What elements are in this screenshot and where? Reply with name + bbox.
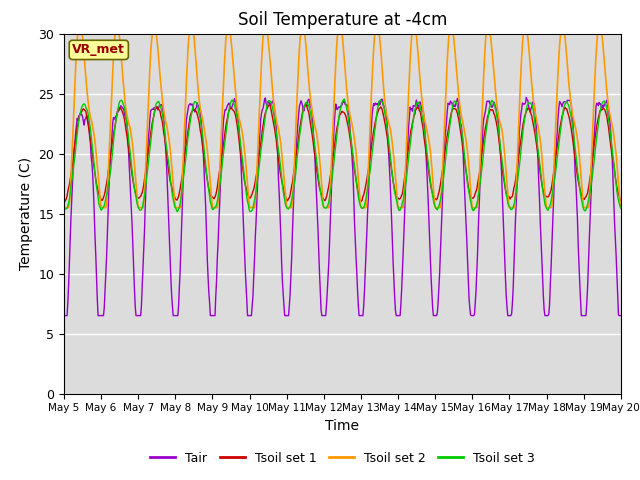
Tsoil set 1	[412, 107, 419, 113]
Tsoil set 2	[185, 36, 193, 42]
Line: Tair: Tair	[64, 97, 621, 316]
Tsoil set 3	[70, 160, 78, 166]
Line: Tsoil set 3: Tsoil set 3	[64, 99, 621, 212]
Line: Tsoil set 1: Tsoil set 1	[64, 105, 621, 202]
Tsoil set 2	[428, 156, 435, 162]
Tsoil set 3	[127, 162, 135, 168]
Tsoil set 1	[70, 147, 78, 153]
X-axis label: Time: Time	[325, 419, 360, 433]
Tsoil set 1	[127, 167, 135, 173]
Tsoil set 3	[246, 209, 253, 215]
Tsoil set 3	[184, 135, 192, 141]
Y-axis label: Temperature (C): Temperature (C)	[19, 157, 33, 270]
Tsoil set 1	[617, 197, 625, 203]
Tair	[60, 313, 68, 319]
Tsoil set 2	[74, 31, 82, 36]
Tsoil set 3	[214, 198, 221, 204]
Tsoil set 1	[60, 199, 68, 204]
Tair	[184, 108, 192, 114]
Tair	[214, 255, 221, 261]
Tsoil set 3	[617, 205, 625, 211]
Tsoil set 1	[302, 102, 310, 108]
Tsoil set 2	[70, 102, 78, 108]
Tsoil set 2	[411, 31, 419, 36]
Tsoil set 3	[428, 187, 436, 193]
Tsoil set 2	[128, 138, 136, 144]
Tair	[522, 95, 530, 100]
Tsoil set 3	[412, 105, 419, 110]
Tsoil set 1	[214, 184, 221, 190]
Tsoil set 1	[428, 188, 436, 194]
Tair	[410, 103, 418, 109]
Tair	[70, 148, 78, 154]
Line: Tsoil set 2: Tsoil set 2	[64, 34, 621, 207]
Tsoil set 3	[340, 96, 348, 102]
Tsoil set 2	[60, 204, 68, 210]
Legend: Tair, Tsoil set 1, Tsoil set 2, Tsoil set 3: Tair, Tsoil set 1, Tsoil set 2, Tsoil se…	[145, 447, 540, 469]
Tair	[426, 258, 434, 264]
Tsoil set 1	[184, 129, 192, 135]
Text: VR_met: VR_met	[72, 43, 125, 56]
Tsoil set 2	[214, 199, 222, 204]
Tsoil set 3	[60, 205, 68, 211]
Title: Soil Temperature at -4cm: Soil Temperature at -4cm	[237, 11, 447, 29]
Tair	[617, 313, 625, 319]
Tsoil set 2	[617, 204, 625, 210]
Tsoil set 1	[356, 199, 364, 205]
Tair	[127, 205, 135, 211]
